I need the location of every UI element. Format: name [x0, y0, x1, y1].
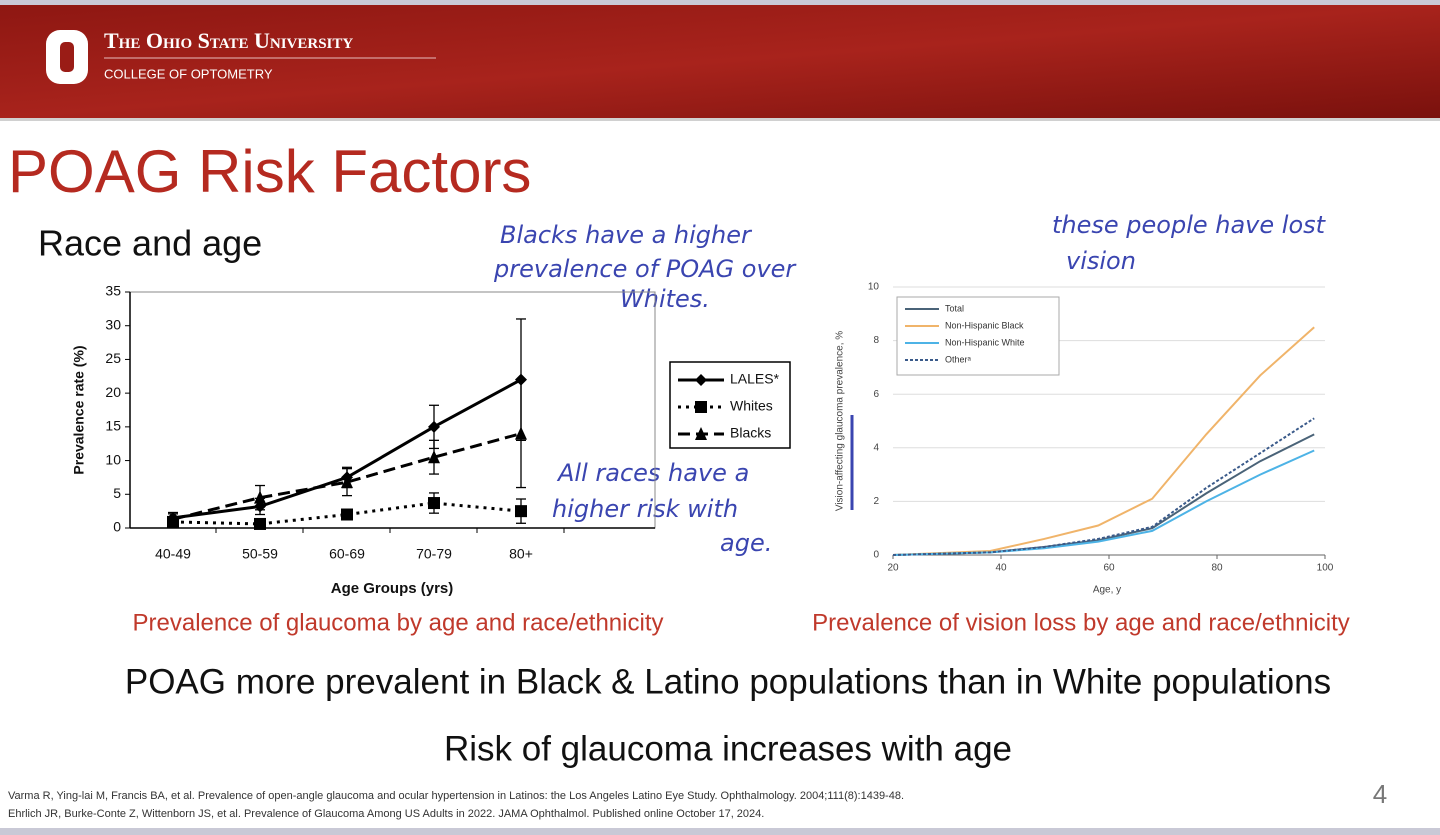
- legend-label: Non-Hispanic Black: [945, 320, 1024, 330]
- marker: [341, 475, 353, 489]
- y-tick-label: 20: [105, 384, 121, 400]
- y-tick-label: 0: [873, 550, 879, 561]
- x-tick-label: 70-79: [416, 546, 452, 562]
- legend-label: Whites: [730, 398, 773, 414]
- marker: [515, 505, 527, 518]
- legend-label: LALES*: [730, 371, 780, 387]
- page-number: 4: [1373, 779, 1387, 809]
- x-tick-label: 80+: [509, 546, 533, 562]
- y-tick-label: 6: [873, 389, 879, 400]
- annotation: vision: [1066, 247, 1136, 275]
- x-tick-label: 100: [1317, 563, 1334, 574]
- annotation: higher risk with: [552, 495, 738, 523]
- x-axis-label: Age, y: [1093, 585, 1121, 596]
- marker: [254, 490, 266, 504]
- y-tick-label: 2: [873, 496, 879, 507]
- marker: [254, 517, 266, 530]
- marker: [341, 508, 353, 521]
- header-band: [0, 5, 1440, 118]
- marker: [695, 401, 707, 413]
- slide-subtitle: Race and age: [38, 223, 262, 264]
- y-axis-label: Vision-affecting glaucoma prevalence, %: [835, 331, 846, 511]
- reference: Ehrlich JR, Burke-Conte Z, Wittenborn JS…: [8, 808, 764, 820]
- y-tick-label: 15: [105, 418, 121, 434]
- statement: POAG more prevalent in Black & Latino po…: [125, 662, 1331, 701]
- marker: [428, 497, 440, 510]
- marker: [695, 374, 707, 386]
- caption: Prevalence of glaucoma by age and race/e…: [133, 609, 664, 636]
- x-tick-label: 40: [995, 563, 1007, 574]
- slide-title: POAG Risk Factors: [8, 138, 531, 205]
- legend-label: Otherᵃ: [945, 354, 972, 364]
- annotation: age.: [720, 529, 772, 557]
- y-tick-label: 25: [105, 350, 121, 366]
- annotation: All races have a: [556, 459, 749, 487]
- annotation: Blacks have a higher: [500, 221, 753, 249]
- y-tick-label: 10: [868, 282, 880, 293]
- header-rule: [0, 118, 1440, 121]
- marker: [428, 420, 440, 433]
- marker: [167, 512, 179, 526]
- x-tick-label: 20: [887, 563, 899, 574]
- series-line: [172, 378, 522, 520]
- y-tick-label: 10: [105, 451, 121, 467]
- marker: [515, 426, 527, 440]
- marker: [428, 450, 440, 464]
- annotation: Whites.: [620, 285, 710, 313]
- legend-label: Non-Hispanic White: [945, 337, 1025, 347]
- x-tick-label: 60: [1103, 563, 1115, 574]
- college-name: COLLEGE OF OPTOMETRY: [104, 66, 273, 81]
- logo-o-hole: [60, 42, 74, 72]
- plot-frame: [129, 291, 656, 529]
- y-axis-label: Prevalence rate (%): [71, 345, 87, 474]
- x-tick-label: 80: [1211, 563, 1223, 574]
- series-line: [892, 326, 1315, 556]
- x-tick-label: 50-59: [242, 546, 278, 562]
- x-tick-label: 40-49: [155, 546, 191, 562]
- y-tick-label: 30: [105, 316, 121, 332]
- series-line: [172, 432, 522, 521]
- y-tick-label: 35: [105, 283, 121, 299]
- caption: Prevalence of vision loss by age and rac…: [812, 609, 1350, 636]
- bottom-strip: [0, 828, 1440, 835]
- series-line: [892, 417, 1315, 556]
- series-line: [172, 501, 522, 526]
- university-name: The Ohio State University: [104, 28, 353, 53]
- marker: [695, 427, 707, 440]
- annotation: prevalence of POAG over: [493, 255, 797, 283]
- logo: [46, 30, 88, 84]
- legend-label: Total: [945, 303, 964, 313]
- reference: Varma R, Ying-lai M, Francis BA, et al. …: [8, 790, 904, 802]
- y-tick-label: 4: [873, 442, 879, 453]
- y-tick-label: 8: [873, 335, 879, 346]
- legend-label: Blacks: [730, 425, 771, 441]
- x-tick-label: 60-69: [329, 546, 365, 562]
- y-tick-label: 0: [113, 519, 121, 535]
- annotation: these people have lost: [1052, 211, 1327, 239]
- statement: Risk of glaucoma increases with age: [444, 729, 1012, 768]
- x-axis-label: Age Groups (yrs): [331, 580, 454, 597]
- y-tick-label: 5: [113, 485, 121, 501]
- top-strip: [0, 0, 1440, 5]
